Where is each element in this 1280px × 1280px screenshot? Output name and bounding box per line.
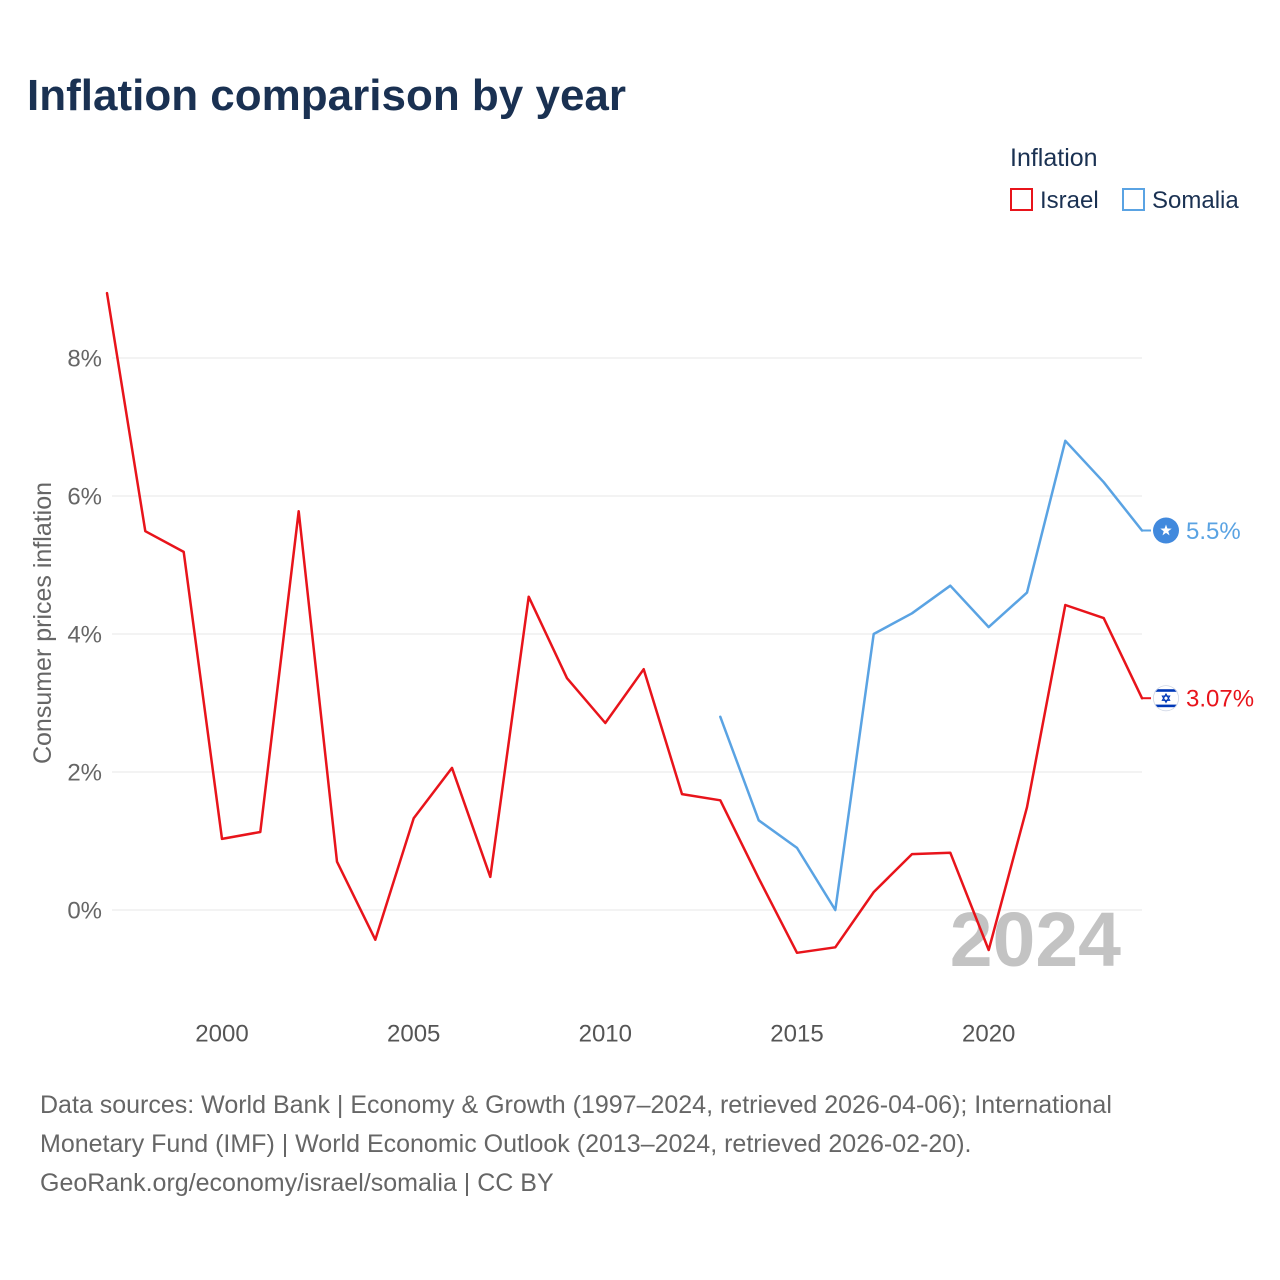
x-tick-label: 2020	[962, 1021, 1015, 1048]
data-point-israel	[946, 849, 954, 857]
data-point-israel	[1061, 601, 1069, 609]
attribution-note: GeoRank.org/economy/israel/somalia | CC …	[40, 1169, 554, 1197]
data-point-somalia	[985, 623, 993, 631]
footer: Data sources: World Bank | Economy & Gro…	[40, 1086, 1155, 1203]
series-lines	[105, 291, 1151, 955]
data-point-somalia	[1023, 589, 1031, 597]
y-tick-label: 6%	[67, 484, 102, 511]
legend-item-somalia[interactable]: Somalia	[1122, 186, 1239, 214]
legend-swatch-somalia	[1122, 188, 1145, 211]
legend-swatch-israel	[1010, 188, 1033, 211]
data-sources-note: Data sources: World Bank | Economy & Gro…	[40, 1091, 1112, 1158]
data-point-israel	[218, 835, 226, 843]
x-axis-ticks: 2000 2005 2010 2015 2020	[195, 1021, 1015, 1048]
data-point-israel	[985, 946, 993, 954]
legend-label-israel: Israel	[1040, 186, 1099, 214]
data-point-israel	[1023, 803, 1031, 811]
series-line-israel	[105, 291, 1144, 955]
data-point-israel	[601, 719, 609, 727]
data-point-israel	[525, 593, 533, 601]
israel-flag-icon	[1152, 685, 1180, 712]
data-point-israel	[870, 888, 878, 896]
end-markers	[1152, 517, 1180, 712]
data-point-somalia	[755, 816, 763, 824]
data-point-somalia	[1138, 527, 1146, 535]
data-point-somalia	[870, 630, 878, 638]
gridlines	[112, 357, 1142, 911]
y-tick-label: 8%	[67, 346, 102, 373]
data-point-israel	[793, 949, 801, 957]
y-axis-ticks: 0% 2% 4% 6% 8%	[67, 346, 102, 925]
end-label-israel: 3.07%	[1186, 686, 1254, 713]
data-point-somalia	[831, 906, 839, 914]
data-point-israel	[180, 548, 188, 556]
legend-title: Inflation	[1010, 144, 1098, 172]
y-tick-label: 2%	[67, 760, 102, 787]
data-point-somalia	[1061, 437, 1069, 445]
data-point-somalia	[793, 844, 801, 852]
data-point-israel	[1138, 694, 1146, 702]
data-point-israel	[831, 943, 839, 951]
data-points	[103, 289, 1146, 957]
data-point-israel	[141, 527, 149, 535]
legend-item-israel[interactable]: Israel	[1010, 186, 1099, 214]
data-point-israel	[333, 858, 341, 866]
data-point-israel	[716, 796, 724, 804]
end-labels: 3.07% 5.5%	[1186, 518, 1254, 713]
data-point-israel	[103, 289, 111, 297]
data-point-somalia	[946, 582, 954, 590]
data-point-israel	[640, 665, 648, 673]
end-label-somalia: 5.5%	[1186, 518, 1241, 545]
data-point-israel	[448, 764, 456, 772]
year-watermark: 2024	[950, 897, 1121, 983]
chart-title: Inflation comparison by year	[27, 71, 627, 120]
data-point-israel	[295, 507, 303, 515]
data-point-israel	[371, 936, 379, 944]
x-tick-label: 2010	[579, 1021, 632, 1048]
y-tick-label: 4%	[67, 622, 102, 649]
y-axis-label: Consumer prices inflation	[29, 482, 57, 764]
data-point-israel	[486, 873, 494, 881]
x-tick-label: 2005	[387, 1021, 440, 1048]
data-point-israel	[908, 850, 916, 858]
data-point-israel	[755, 874, 763, 882]
data-point-israel	[678, 790, 686, 798]
data-point-somalia	[908, 609, 916, 617]
y-tick-label: 0%	[67, 898, 102, 925]
x-tick-label: 2000	[195, 1021, 248, 1048]
data-point-israel	[563, 674, 571, 682]
data-point-israel	[1100, 614, 1108, 622]
x-tick-label: 2015	[770, 1021, 823, 1048]
series-line-somalia	[719, 439, 1144, 912]
data-point-somalia	[716, 713, 724, 721]
data-point-israel	[256, 828, 264, 836]
data-point-somalia	[1100, 478, 1108, 486]
somalia-flag-icon	[1153, 517, 1179, 544]
data-point-israel	[410, 814, 418, 822]
legend-label-somalia: Somalia	[1152, 186, 1239, 214]
